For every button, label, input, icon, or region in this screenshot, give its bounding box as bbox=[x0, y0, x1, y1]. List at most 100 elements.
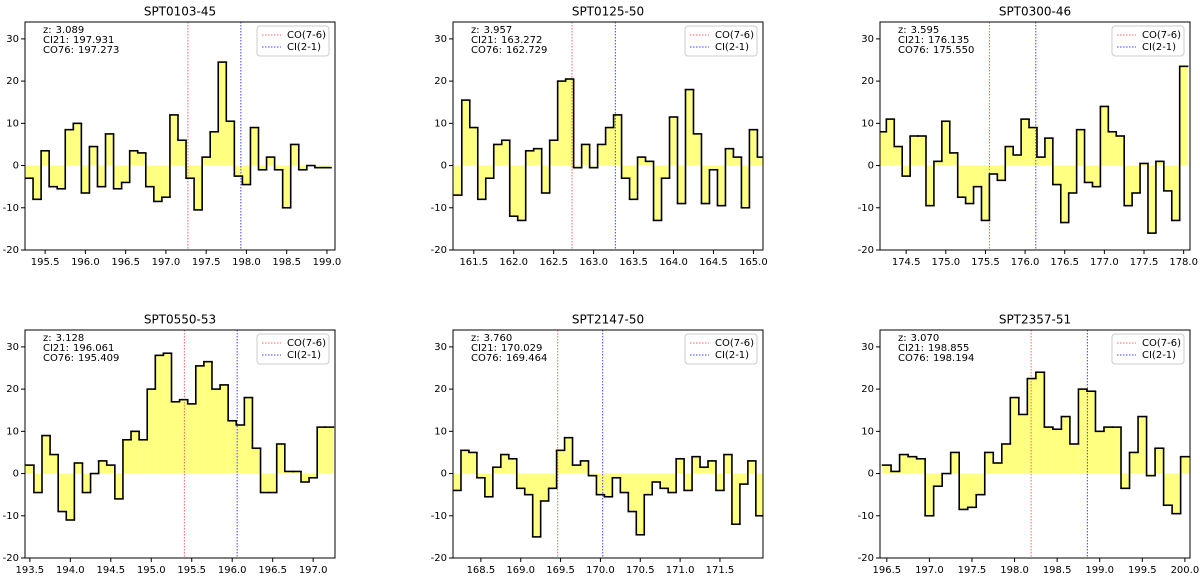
fill-bar bbox=[325, 427, 334, 474]
fill-bar bbox=[203, 361, 212, 474]
fill-bar bbox=[1163, 473, 1173, 506]
annotation-label: CO76: bbox=[471, 353, 502, 364]
annotation-label: CO76: bbox=[43, 353, 74, 364]
fill-bar bbox=[211, 389, 221, 474]
fill-bar bbox=[894, 146, 903, 166]
annotation-label: z: bbox=[43, 25, 52, 36]
x-tick-label: 175.0 bbox=[931, 257, 960, 268]
annotation-label: CI21: bbox=[43, 35, 69, 46]
fill-bar bbox=[202, 157, 211, 166]
x-tick-label: 196.0 bbox=[71, 257, 100, 268]
fill-bar bbox=[725, 148, 734, 166]
y-tick-label: 20 bbox=[6, 384, 19, 395]
fill-bar bbox=[218, 62, 227, 166]
annotation-value: 3.957 bbox=[484, 25, 513, 36]
x-tick-label: 193.5 bbox=[16, 565, 45, 575]
fill-bar bbox=[741, 165, 750, 208]
x-tick-label: 197.5 bbox=[958, 565, 987, 575]
fill-bar bbox=[66, 473, 75, 520]
fill-bar bbox=[139, 439, 148, 474]
fill-bar bbox=[723, 454, 732, 474]
fill-bar bbox=[1132, 165, 1141, 193]
fill-bar bbox=[516, 473, 525, 489]
fill-bar bbox=[461, 100, 470, 166]
fill-bar bbox=[89, 146, 98, 166]
x-tick-label: 198.5 bbox=[1043, 565, 1072, 575]
legend-box bbox=[1111, 25, 1185, 57]
y-tick-label: -10 bbox=[3, 511, 19, 522]
fill-bar bbox=[1027, 378, 1036, 474]
annotation-label: CI21: bbox=[898, 343, 924, 354]
fill-bar bbox=[757, 157, 763, 166]
x-tick-label: 198.0 bbox=[1000, 565, 1029, 575]
fill-bar bbox=[228, 420, 237, 474]
fill-bar bbox=[899, 454, 909, 474]
fill-bar bbox=[73, 123, 82, 166]
fill-bar bbox=[153, 165, 162, 202]
fill-bar bbox=[596, 473, 605, 495]
y-tick-label: -10 bbox=[858, 511, 874, 522]
y-tick-label: 20 bbox=[434, 76, 447, 87]
x-tick-label: 164.0 bbox=[659, 257, 688, 268]
y-tick-label: 10 bbox=[6, 118, 19, 129]
y-tick-label: 30 bbox=[861, 342, 874, 353]
x-tick-label: 163.5 bbox=[619, 257, 648, 268]
fill-bar bbox=[660, 473, 669, 489]
fill-bar bbox=[540, 473, 549, 501]
fill-bar bbox=[105, 133, 114, 166]
legend-box bbox=[256, 333, 330, 365]
annotation: CO76: 162.729 bbox=[471, 45, 547, 56]
x-tick-label: 176.5 bbox=[1050, 257, 1079, 268]
y-tick-label: 10 bbox=[434, 118, 447, 129]
fill-bar bbox=[171, 401, 180, 474]
fill-bar bbox=[509, 165, 518, 217]
fill-bar bbox=[882, 465, 892, 474]
x-tick-label: 169.0 bbox=[506, 565, 535, 575]
fill-bar bbox=[309, 473, 318, 478]
fill-bar bbox=[1005, 146, 1014, 166]
y-tick-label: 30 bbox=[861, 34, 874, 45]
fill-bar bbox=[993, 463, 1002, 474]
fill-bar bbox=[1140, 163, 1148, 166]
fill-bar bbox=[981, 165, 990, 221]
fill-bar bbox=[597, 144, 606, 166]
fill-bar bbox=[612, 473, 621, 478]
fill-bar bbox=[676, 458, 685, 474]
fill-bar bbox=[82, 473, 91, 493]
fill-bar bbox=[137, 152, 146, 166]
legend-label: CI(2-1) bbox=[287, 42, 321, 53]
fill-bar bbox=[685, 89, 694, 166]
fill-bar bbox=[268, 473, 277, 493]
legend-label: CI(2-1) bbox=[1142, 350, 1176, 361]
fill-bar bbox=[1013, 155, 1022, 166]
plot-area bbox=[453, 330, 763, 558]
fill-bar bbox=[1179, 66, 1188, 166]
x-tick-label: 194.5 bbox=[96, 565, 125, 575]
fill-bar bbox=[755, 473, 763, 516]
fill-bar bbox=[453, 165, 462, 196]
annotation: z: 3.760 bbox=[471, 333, 512, 344]
fill-bar bbox=[580, 460, 589, 474]
fill-bar bbox=[605, 127, 614, 166]
fill-bar bbox=[613, 114, 622, 166]
y-tick-label: -20 bbox=[858, 553, 874, 564]
fill-bar bbox=[1010, 397, 1019, 474]
annotation: z: 3.957 bbox=[471, 25, 512, 36]
y-tick-label: -10 bbox=[431, 511, 447, 522]
fill-bar bbox=[933, 161, 942, 166]
fill-bar bbox=[1095, 431, 1104, 474]
y-tick-label: 10 bbox=[434, 426, 447, 437]
fill-bar bbox=[1052, 165, 1061, 185]
fill-bar bbox=[1076, 129, 1085, 166]
x-tick-label: 198.5 bbox=[272, 257, 301, 268]
fill-bar bbox=[653, 165, 662, 221]
fill-bar bbox=[908, 456, 917, 474]
legend-label: CO(7-6) bbox=[1142, 338, 1181, 349]
fill-bar bbox=[604, 473, 613, 497]
annotation-value: 197.273 bbox=[78, 45, 119, 56]
y-tick-label: 30 bbox=[6, 342, 19, 353]
fill-bar bbox=[58, 473, 67, 512]
annotation: z: 3.595 bbox=[898, 25, 939, 36]
fill-bar bbox=[493, 144, 502, 166]
